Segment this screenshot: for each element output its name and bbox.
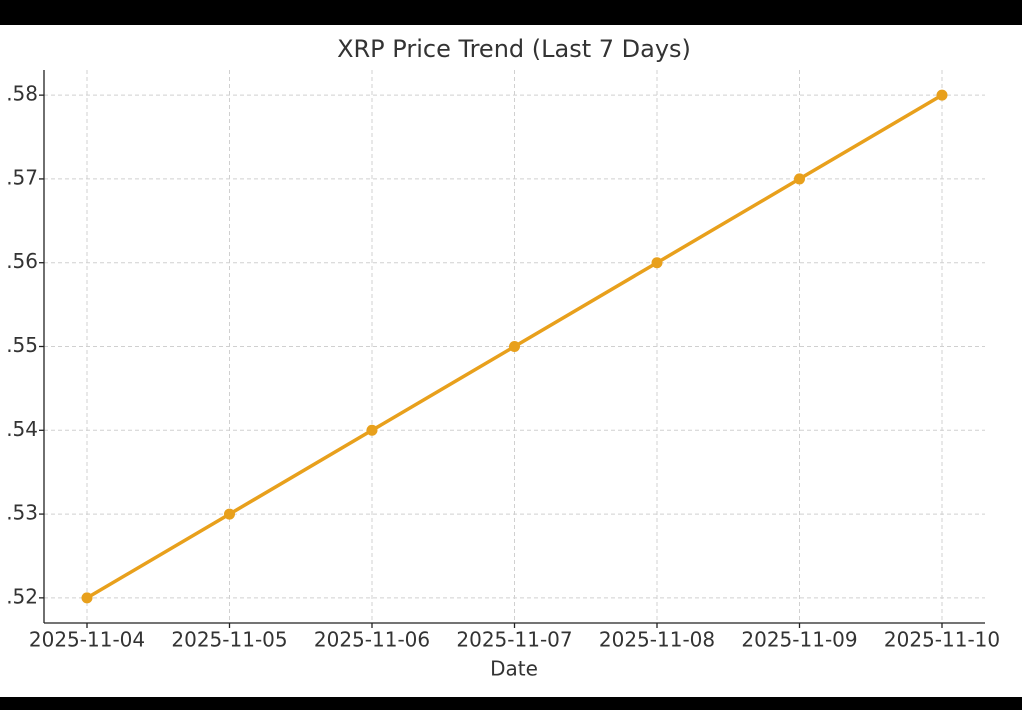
point: [651, 257, 663, 269]
y-tick-label: .58: [6, 82, 38, 106]
x-tick-label: 2025-11-05: [171, 628, 287, 652]
y-tick-label: .57: [6, 165, 38, 189]
bottom-bar: [0, 697, 1022, 710]
y-tick-label: .55: [6, 333, 38, 357]
x-tick-label: 2025-11-04: [29, 628, 145, 652]
point: [81, 592, 93, 604]
x-tick-label: 2025-11-10: [884, 628, 1000, 652]
x-axis-label: Date: [490, 657, 538, 681]
y-tick-label: .52: [6, 584, 38, 608]
x-tick-label: 2025-11-08: [599, 628, 715, 652]
top-bar: [0, 0, 1022, 25]
point: [936, 89, 948, 101]
y-tick-label: .53: [6, 501, 38, 525]
x-tick-label: 2025-11-09: [741, 628, 857, 652]
x-tick-label: 2025-11-07: [456, 628, 572, 652]
chart-title: XRP Price Trend (Last 7 Days): [337, 35, 691, 63]
chart-background: [0, 25, 1022, 697]
point: [224, 508, 235, 520]
y-tick-label: .54: [6, 417, 38, 441]
point: [794, 173, 805, 185]
point: [509, 341, 520, 352]
y-tick-label: .56: [6, 249, 38, 273]
point: [366, 424, 378, 436]
x-tick-label: 2025-11-06: [314, 628, 430, 652]
